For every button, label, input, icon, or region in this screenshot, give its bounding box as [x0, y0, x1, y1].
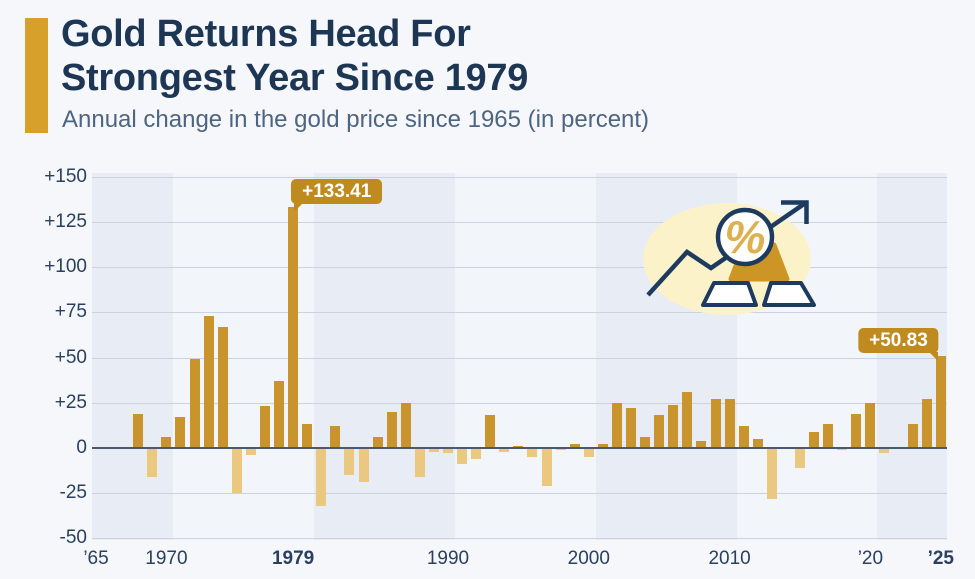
bar-1983 — [344, 448, 355, 476]
bar-2000 — [583, 448, 594, 458]
page-title-line1: Gold Returns Head For — [61, 13, 471, 55]
bar-2006 — [668, 404, 679, 448]
bar-2017 — [823, 424, 834, 448]
bar-1982 — [330, 426, 341, 448]
bar-2019 — [851, 413, 862, 448]
gold-ingot-outline-right-icon — [762, 281, 816, 307]
bar-2011 — [738, 426, 749, 448]
page-title-line2: Strongest Year Since 1979 — [61, 57, 529, 99]
gridline — [92, 312, 947, 314]
callout-tail-2025 — [928, 352, 938, 362]
bar-1976 — [245, 448, 256, 456]
x-tick-2025: ’25 — [927, 548, 954, 569]
bar-2012 — [752, 438, 763, 448]
bar-2015 — [795, 448, 805, 468]
arrow-head-icon — [781, 200, 809, 224]
gridline — [92, 493, 947, 495]
bar-1975 — [231, 448, 242, 494]
title-accent-bar — [25, 18, 48, 133]
percent-circle-icon — [715, 207, 775, 267]
bar-1972 — [189, 359, 200, 448]
bar-1992 — [471, 448, 482, 459]
bar-1977 — [259, 406, 270, 448]
bar-2020 — [865, 402, 876, 448]
bar-1999 — [569, 444, 580, 448]
bar-1981 — [316, 448, 327, 506]
x-tick-1970: 1970 — [145, 548, 188, 569]
bar-1994 — [499, 448, 510, 452]
bar-1984 — [358, 448, 369, 483]
y-tick-125: +125 — [44, 211, 87, 232]
bar-1987 — [400, 402, 411, 448]
bar-1971 — [175, 417, 186, 448]
bar-1990 — [443, 448, 453, 454]
y-tick-75: +75 — [54, 301, 87, 323]
y-tick-0: 0 — [76, 437, 87, 458]
bar-2005 — [654, 415, 665, 448]
callout-2025: +50.83 — [858, 328, 939, 354]
bar-1986 — [386, 411, 397, 448]
bar-1993 — [485, 415, 496, 448]
callout-1979: +133.41 — [291, 178, 383, 204]
bar-2023 — [907, 424, 918, 448]
gridline — [92, 402, 947, 404]
gridline — [92, 538, 947, 540]
y-tick-50: +50 — [54, 346, 87, 368]
bar-2009 — [710, 399, 721, 448]
decade-band — [455, 173, 596, 540]
bar-1997 — [541, 448, 552, 486]
gridline — [92, 176, 947, 178]
callout-tail-1979 — [294, 202, 304, 212]
plot-area — [92, 173, 947, 540]
gridline — [92, 222, 947, 223]
gold-bars-percent-trend-icon: % — [643, 200, 816, 315]
bar-2013 — [766, 448, 777, 499]
bar-1974 — [217, 326, 228, 448]
x-tick-2000: 2000 — [567, 548, 610, 569]
gridline — [92, 267, 947, 269]
bar-1970 — [161, 437, 172, 448]
bar-1968 — [133, 413, 144, 448]
y-tick-150: +150 — [44, 165, 87, 187]
bar-2008 — [696, 440, 707, 448]
bar-1969 — [147, 448, 158, 477]
bar-2021 — [879, 448, 890, 454]
y-tick--50: -50 — [59, 527, 87, 549]
bar-1985 — [372, 437, 383, 448]
bar-1979 — [288, 206, 299, 448]
page-subtitle: Annual change in the gold price since 19… — [62, 106, 650, 133]
bar-2024 — [921, 399, 932, 448]
gridline — [92, 357, 947, 359]
x-tick-1990: 1990 — [426, 548, 470, 569]
bar-1980 — [302, 424, 313, 448]
y-tick-25: +25 — [54, 391, 87, 413]
bar-2004 — [640, 437, 651, 448]
bar-2016 — [809, 431, 820, 448]
bar-1978 — [274, 381, 285, 448]
decade-band — [314, 173, 456, 540]
bar-2001 — [597, 444, 608, 448]
bar-2002 — [611, 402, 622, 448]
y-tick--25: -25 — [59, 482, 87, 504]
bar-2007 — [682, 391, 693, 448]
bar-1996 — [527, 448, 538, 458]
bar-1973 — [203, 316, 214, 448]
bar-1989 — [428, 448, 439, 452]
bar-2010 — [724, 399, 735, 448]
bar-1991 — [457, 448, 468, 465]
decade-band — [92, 173, 174, 540]
x-tick-1965: ’65 — [83, 548, 109, 569]
x-tick-1979: 1979 — [271, 548, 315, 569]
bar-2003 — [626, 408, 637, 448]
y-tick-100: +100 — [44, 256, 87, 278]
gold-ingot-outline-left-icon — [701, 281, 758, 307]
x-tick-2020: ’20 — [857, 548, 884, 569]
bar-2025 — [935, 356, 946, 448]
zero-line — [92, 447, 947, 449]
percent-icon: % — [725, 211, 766, 263]
bar-1988 — [414, 448, 425, 477]
page-title: Gold Returns Head For Strongest Year Sin… — [61, 12, 528, 100]
x-tick-2010: 2010 — [708, 548, 751, 569]
